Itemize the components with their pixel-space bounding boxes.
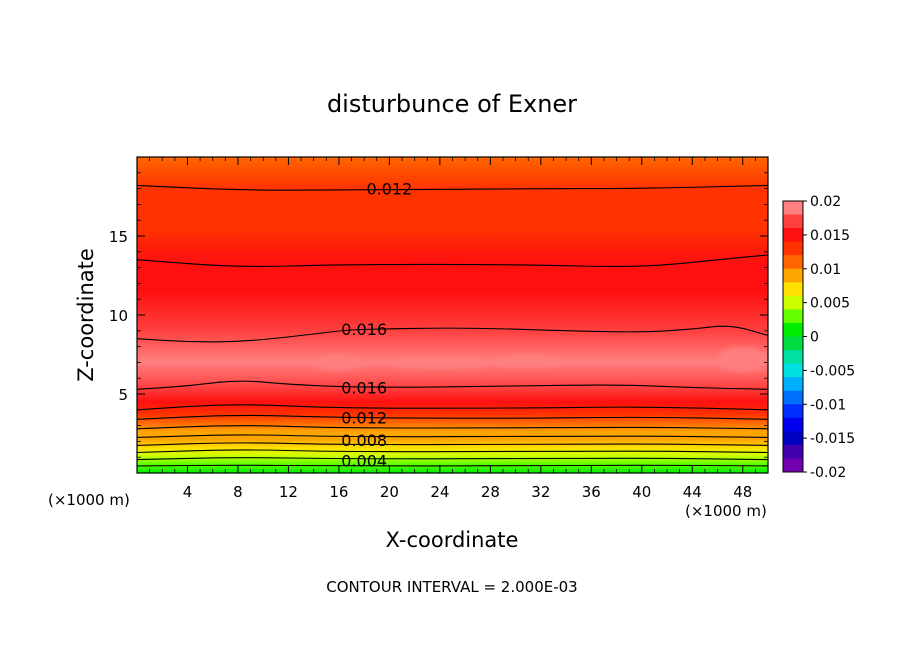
high-value-patch xyxy=(389,356,491,369)
colorbar-segment xyxy=(783,458,803,473)
contour-line xyxy=(137,404,768,411)
x-unit-label-left: (×1000 m) xyxy=(48,491,130,509)
contour-line xyxy=(137,254,768,268)
x-tick-label: 12 xyxy=(279,483,298,501)
contour-label: 0.016 xyxy=(341,379,387,398)
colorbar-segment xyxy=(783,363,803,378)
contour-label: 0.012 xyxy=(341,409,387,428)
x-tick-label: 44 xyxy=(683,483,702,501)
colorbar-segment xyxy=(783,336,803,351)
contour-label: 0.016 xyxy=(341,320,387,339)
contour-line xyxy=(137,414,768,420)
colorbar-segment xyxy=(783,295,803,310)
colorbar-label: 0 xyxy=(810,330,819,346)
contour-line xyxy=(137,434,768,438)
colorbar-segment xyxy=(783,431,803,446)
colorbar-segment xyxy=(783,214,803,229)
x-tick-label: 20 xyxy=(380,483,399,501)
contour-lines xyxy=(137,184,768,467)
field-fill xyxy=(137,157,768,473)
x-axis-ticks: 4 8 12 16 20 24 28 32 36 40 44 48 xyxy=(149,157,756,501)
contour-label: 0.008 xyxy=(341,431,387,450)
x-tick-label: 16 xyxy=(329,483,348,501)
x-tick-label: 24 xyxy=(430,483,449,501)
contour-label: 0.004 xyxy=(341,451,387,470)
high-value-patch xyxy=(490,354,567,368)
x-tick-label: 40 xyxy=(632,483,651,501)
contour-label: 0.012 xyxy=(366,180,412,199)
contour-line xyxy=(137,442,768,446)
colorbar-segment xyxy=(783,350,803,365)
x-tick-label: 36 xyxy=(582,483,601,501)
x-tick-label: 4 xyxy=(183,483,193,501)
colorbar-label: -0.02 xyxy=(810,465,846,481)
colorbar-label: 0.02 xyxy=(810,194,841,210)
colorbar-segment xyxy=(783,201,803,216)
colorbar-label: 0.015 xyxy=(810,228,850,244)
x-tick-label: 28 xyxy=(481,483,500,501)
colorbar-segment xyxy=(783,228,803,243)
contour-line xyxy=(137,325,768,343)
contour-line xyxy=(137,380,768,390)
high-value-patch xyxy=(313,354,365,371)
colorbar: 0.02 0.015 0.01 0.005 0 -0.005 -0.01 -0.015 -0.0… xyxy=(782,194,855,481)
colorbar-label: -0.01 xyxy=(810,397,846,413)
y-axis-label: Z-coordinate xyxy=(74,248,98,382)
x-tick-label: 8 xyxy=(233,483,243,501)
colorbar-segment xyxy=(783,282,803,297)
contour-line xyxy=(137,449,768,454)
y-tick-label: 15 xyxy=(109,228,128,246)
colorbar-segment xyxy=(783,255,803,270)
contour-line xyxy=(137,184,768,191)
colorbar-segment xyxy=(783,377,803,392)
x-tick-label: 48 xyxy=(733,483,752,501)
x-unit-label-right: (×1000 m) xyxy=(685,502,767,520)
colorbar-segment xyxy=(783,241,803,256)
contour-interval-footer: CONTOUR INTERVAL = 2.000E-03 xyxy=(326,578,577,596)
colorbar-label: 0.005 xyxy=(810,296,850,312)
high-value-patch xyxy=(717,346,768,372)
y-tick-label: 5 xyxy=(118,386,128,404)
contour-line xyxy=(137,457,768,461)
x-tick-label: 32 xyxy=(531,483,550,501)
contour-line xyxy=(137,425,768,430)
y-axis-ticks: 5 10 15 xyxy=(109,172,768,458)
colorbar-segment xyxy=(783,404,803,419)
colorbar-segment xyxy=(783,444,803,459)
colorbar-segment xyxy=(783,322,803,337)
colorbar-label: 0.01 xyxy=(810,262,841,278)
contour-line xyxy=(137,464,768,467)
colorbar-label: -0.005 xyxy=(810,363,855,379)
colorbar-label: -0.015 xyxy=(810,431,855,447)
colorbar-segment xyxy=(783,390,803,405)
colorbar-segment xyxy=(783,268,803,283)
x-axis-label: X-coordinate xyxy=(386,528,519,552)
chart-title: disturbunce of Exner xyxy=(327,90,577,118)
light-patches xyxy=(313,346,768,372)
y-tick-label: 10 xyxy=(109,307,128,325)
colorbar-segment xyxy=(783,417,803,432)
colorbar-segment xyxy=(783,309,803,324)
